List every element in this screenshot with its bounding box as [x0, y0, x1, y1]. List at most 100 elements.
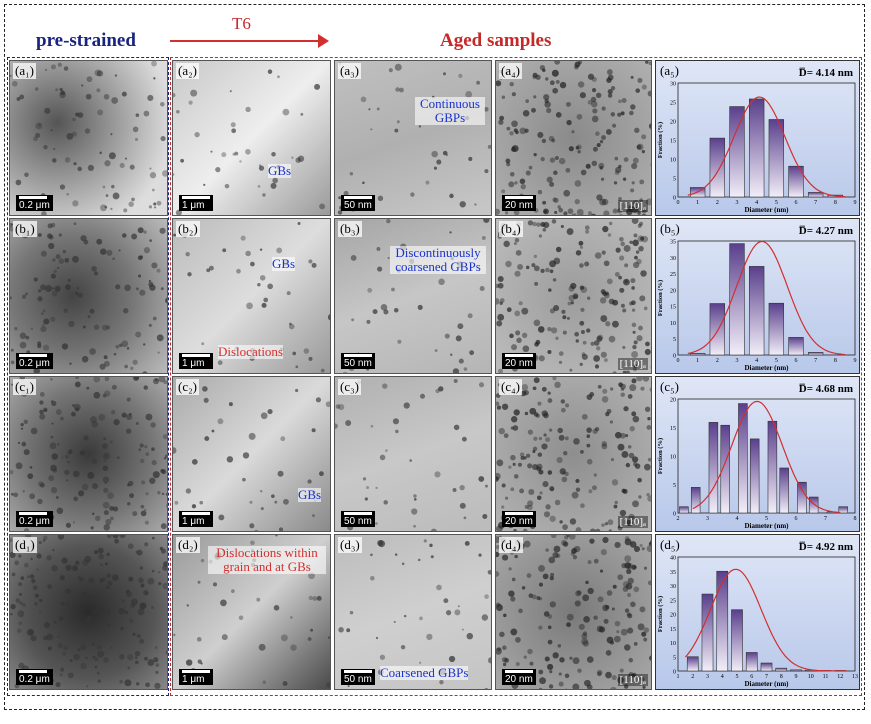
texture-speck [569, 368, 573, 372]
texture-speck [76, 292, 80, 296]
y-tick-label: 15 [670, 139, 676, 145]
texture-speck [308, 595, 313, 601]
texture-speck [509, 81, 514, 87]
scale-bar: 1 μm [179, 511, 213, 527]
micrograph-panel: (d₄) 20 nm [110]ₐ [495, 534, 652, 690]
texture-speck [630, 278, 636, 284]
texture-speck [93, 271, 99, 276]
texture-speck [544, 101, 551, 108]
texture-speck [465, 91, 473, 98]
texture-speck [572, 555, 578, 560]
texture-speck [140, 583, 145, 588]
texture-speck [616, 630, 620, 634]
texture-speck [549, 670, 553, 674]
texture-speck [145, 591, 149, 595]
texture-speck [501, 403, 509, 410]
texture-speck [25, 292, 28, 296]
histogram-bar [807, 192, 824, 198]
texture-speck [383, 500, 388, 505]
texture-speck [136, 633, 142, 639]
texture-speck [585, 229, 590, 234]
texture-speck [124, 679, 132, 687]
texture-speck [647, 416, 651, 421]
texture-speck [505, 260, 512, 268]
texture-speck [575, 527, 582, 531]
texture-speck [22, 603, 26, 607]
texture-speck [562, 524, 568, 530]
texture-speck [87, 164, 95, 171]
texture-speck [366, 485, 370, 490]
texture-speck [185, 488, 192, 494]
texture-speck [644, 348, 651, 356]
micrograph-panel: (c₁) 0.2 μm [9, 376, 168, 532]
texture-speck [93, 324, 100, 330]
texture-speck [573, 438, 580, 445]
texture-speck [52, 258, 56, 262]
texture-speck [580, 330, 585, 335]
texture-speck [13, 492, 19, 498]
texture-speck [73, 222, 77, 226]
texture-speck [509, 333, 514, 339]
texture-speck [55, 254, 61, 260]
histogram-bar [807, 352, 824, 356]
x-tick-label: 8 [854, 516, 857, 522]
texture-speck [589, 538, 595, 544]
texture-speck [593, 558, 599, 564]
texture-speck [623, 157, 629, 162]
texture-speck [282, 681, 288, 686]
texture-speck [259, 275, 266, 281]
texture-speck [521, 586, 526, 590]
texture-speck [238, 615, 244, 621]
texture-speck [56, 507, 64, 515]
texture-speck [366, 319, 371, 324]
texture-speck [514, 270, 521, 277]
texture-speck [360, 96, 367, 103]
texture-speck [594, 427, 600, 432]
x-tick-label: 2 [716, 358, 719, 364]
texture-speck [127, 666, 131, 670]
texture-speck [576, 590, 582, 596]
texture-speck [619, 236, 624, 242]
texture-speck [612, 208, 618, 214]
texture-speck [591, 88, 597, 93]
plot-area [677, 240, 856, 356]
texture-speck [584, 225, 590, 230]
texture-speck [245, 148, 251, 155]
texture-speck [634, 463, 641, 469]
texture-speck [106, 535, 112, 539]
x-tick-label: 4 [755, 358, 758, 364]
texture-speck [631, 286, 635, 290]
texture-speck [556, 457, 563, 464]
texture-speck [39, 598, 43, 603]
texture-speck [135, 331, 142, 338]
texture-speck [67, 450, 72, 455]
texture-speck [565, 688, 568, 689]
texture-speck [597, 596, 604, 603]
texture-speck [636, 258, 642, 265]
texture-speck [496, 208, 501, 215]
texture-speck [632, 261, 640, 269]
texture-speck [84, 656, 88, 660]
texture-speck [83, 239, 89, 245]
texture-speck [93, 550, 99, 555]
texture-speck [605, 671, 612, 679]
texture-speck [392, 418, 400, 425]
texture-speck [10, 492, 14, 496]
texture-speck [134, 656, 138, 659]
y-tick-label: 0 [673, 354, 676, 360]
size-distribution-chart: 0 5 10 15 20 25 30 35 0 1 2 3 4 5 6 7 8 9 Diameter (nm) Fra… [655, 218, 860, 374]
texture-speck [509, 171, 515, 177]
histogram-bar [679, 506, 689, 514]
texture-speck [558, 681, 564, 687]
texture-speck [496, 459, 504, 467]
texture-speck [510, 416, 518, 423]
texture-speck [582, 594, 590, 602]
texture-speck [42, 309, 46, 313]
scale-bar: 1 μm [179, 195, 213, 211]
texture-speck [538, 436, 543, 441]
texture-speck [180, 158, 184, 163]
mean-diameter-label: D̅= 4.92 nm [798, 541, 853, 553]
panel-label: (a₃) [338, 63, 361, 79]
texture-speck [91, 458, 98, 465]
texture-speck [522, 528, 528, 531]
